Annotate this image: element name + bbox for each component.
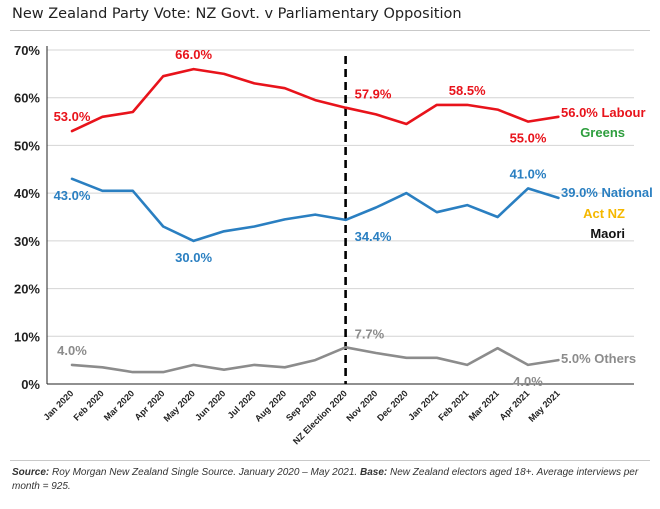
legend-others: 5.0% Others — [561, 351, 636, 366]
national-series-line — [70, 177, 560, 243]
x-tick-label: May 2020 — [162, 388, 197, 423]
top-rule — [10, 30, 650, 31]
others-data-label: 4.0% — [57, 343, 87, 358]
x-tick-label: Aug 2020 — [253, 388, 288, 423]
x-tick-label: Nov 2020 — [344, 388, 379, 423]
labour-data-label: 53.0% — [54, 109, 91, 124]
legend-greens: Greens — [580, 125, 625, 140]
source-label: Source: — [12, 467, 50, 478]
x-tick-label: Dec 2020 — [375, 388, 410, 423]
y-tick-label: 0% — [21, 377, 40, 392]
national-data-label: 43.0% — [54, 188, 91, 203]
bottom-rule — [10, 460, 650, 461]
x-tick-label: Jan 2020 — [41, 388, 75, 422]
x-tick-label: Mar 2020 — [102, 388, 136, 422]
y-tick-label: 50% — [14, 138, 40, 153]
legend-labour: 56.0% Labour — [561, 105, 646, 120]
base-text: New Zealand electors aged 18+. Average i… — [12, 467, 639, 492]
base-label: Base: — [359, 467, 388, 478]
source-note: Source: Roy Morgan New Zealand Single So… — [12, 466, 648, 494]
x-tick-label: May 2021 — [526, 388, 561, 423]
y-tick-label: 70% — [14, 43, 40, 58]
legend-maori: Maori — [590, 226, 625, 241]
source-text: Roy Morgan New Zealand Single Source. Ja… — [49, 467, 360, 478]
legend-act: Act NZ — [583, 206, 625, 221]
x-tick-label: Mar 2021 — [467, 388, 501, 422]
national-data-label: 41.0% — [510, 166, 547, 181]
x-tick-label: Jun 2020 — [193, 388, 227, 422]
labour-series-line — [70, 67, 560, 133]
legend-national: 39.0% National — [561, 185, 653, 200]
y-tick-label: 40% — [14, 186, 40, 201]
labour-data-label: 55.0% — [510, 131, 547, 146]
labour-data-label: 66.0% — [175, 47, 212, 62]
y-tick-label: 10% — [14, 329, 40, 344]
labour-data-label: 58.5% — [449, 83, 486, 98]
others-data-label: 7.7% — [355, 326, 385, 341]
y-tick-label: 60% — [14, 91, 40, 106]
y-tick-label: 20% — [14, 282, 40, 297]
national-data-label: 34.4% — [355, 229, 392, 244]
x-tick-label: Feb 2021 — [436, 388, 470, 422]
others-series-line — [70, 345, 560, 374]
national-data-label: 30.0% — [175, 250, 212, 265]
y-tick-label: 30% — [14, 234, 40, 249]
others-data-label: 4.0% — [513, 374, 543, 389]
x-tick-label: Feb 2020 — [71, 388, 105, 422]
chart-title: New Zealand Party Vote: NZ Govt. v Parli… — [12, 6, 462, 22]
x-tick-label: NZ Election 2020 — [291, 388, 349, 446]
x-tick-label: Jan 2021 — [406, 388, 440, 422]
labour-data-label: 57.9% — [355, 87, 392, 102]
